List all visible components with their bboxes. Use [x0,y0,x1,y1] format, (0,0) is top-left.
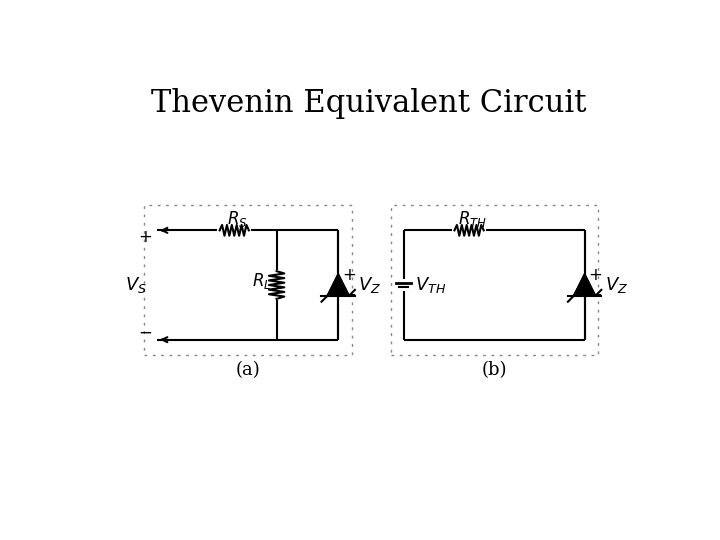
Text: $R_L$: $R_L$ [251,271,271,291]
Polygon shape [328,274,349,296]
Text: $V_Z$: $V_Z$ [605,275,628,295]
Polygon shape [574,274,595,296]
Text: $V_Z$: $V_Z$ [359,275,382,295]
Text: −: − [588,286,603,304]
Bar [390,205,598,355]
Text: −: − [342,286,356,304]
Text: (b): (b) [482,361,508,380]
Text: (a): (a) [235,361,261,380]
Text: +: + [138,228,152,246]
Text: $V_{TH}$: $V_{TH}$ [415,275,446,295]
Text: +: + [588,266,603,284]
Text: $V_S$: $V_S$ [125,275,147,295]
Text: $R_S$: $R_S$ [227,209,248,229]
Text: Thevenin Equivalent Circuit: Thevenin Equivalent Circuit [151,88,587,119]
Text: −: − [138,324,152,342]
Bar [144,205,352,355]
Text: $R_{TH}$: $R_{TH}$ [458,209,487,229]
Text: +: + [342,266,356,284]
